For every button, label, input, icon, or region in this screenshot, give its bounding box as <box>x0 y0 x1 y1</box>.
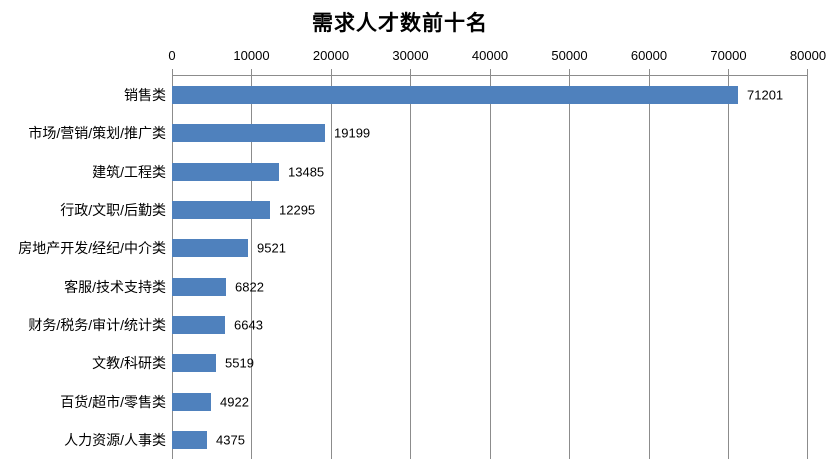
axis-tick <box>251 69 252 75</box>
axis-tick <box>172 69 173 75</box>
gridline <box>728 76 729 459</box>
axis-tick-label: 40000 <box>471 48 509 63</box>
bar[interactable] <box>172 278 226 296</box>
value-label: 4922 <box>220 394 249 410</box>
axis-tick <box>649 69 650 75</box>
axis-tick-label: 80000 <box>789 48 827 63</box>
axis-tick-label: 20000 <box>312 48 350 63</box>
value-label: 19199 <box>334 125 371 141</box>
value-label: 5519 <box>225 355 254 371</box>
axis-tick-label: 50000 <box>551 48 588 63</box>
axis-tick <box>807 69 808 75</box>
axis-tick-label: 70000 <box>710 48 747 63</box>
category-label: 客服/技术支持类 <box>64 278 166 295</box>
gridline <box>569 76 570 459</box>
category-label: 文教/科研类 <box>92 355 166 372</box>
gridline <box>331 76 332 459</box>
value-label: 6643 <box>234 317 263 333</box>
gridline <box>490 76 491 459</box>
bar[interactable] <box>172 86 738 104</box>
bar[interactable] <box>172 431 207 449</box>
gridline <box>807 76 808 459</box>
axis-tick-label: 30000 <box>392 48 429 63</box>
bar[interactable] <box>172 163 279 181</box>
bar[interactable] <box>172 316 225 334</box>
bar[interactable] <box>172 393 211 411</box>
gridline <box>172 76 173 459</box>
axis-tick-label: 10000 <box>233 48 270 63</box>
category-label: 人力资源/人事类 <box>64 431 166 448</box>
gridline <box>410 76 411 459</box>
plot-area: 0 10000 20000 30000 40000 50000 60000 70000 8000… <box>18 48 826 459</box>
axis-tick-label: 60000 <box>630 48 668 63</box>
axis-tick <box>410 69 411 75</box>
bar[interactable] <box>172 124 325 142</box>
value-label: 12295 <box>279 202 316 218</box>
value-label: 6822 <box>235 279 264 295</box>
category-label: 销售类 <box>124 87 166 104</box>
value-label: 13485 <box>288 164 325 180</box>
chart-title: 需求人才数前十名 <box>312 12 488 35</box>
axis-tick-label: 0 <box>168 48 176 63</box>
value-label: 71201 <box>747 87 784 103</box>
category-label: 市场/营销/策划/推广类 <box>28 125 166 142</box>
category-label: 行政/文职/后勤类 <box>60 202 166 219</box>
gridline <box>649 76 650 459</box>
category-label: 百货/超市/零售类 <box>60 393 166 410</box>
bar[interactable] <box>172 201 270 219</box>
axis-tick <box>331 69 332 75</box>
axis-tick <box>728 69 729 75</box>
bar[interactable] <box>172 354 216 372</box>
category-label: 建筑/工程类 <box>92 163 166 180</box>
axis-tick <box>569 69 570 75</box>
category-label: 财务/税务/审计/统计类 <box>28 316 166 333</box>
axis-tick <box>490 69 491 75</box>
category-label: 房地产开发/经纪/中介类 <box>18 240 166 257</box>
value-label: 9521 <box>257 240 286 256</box>
bar[interactable] <box>172 239 248 257</box>
value-label: 4375 <box>216 432 245 448</box>
gridline <box>251 76 252 459</box>
